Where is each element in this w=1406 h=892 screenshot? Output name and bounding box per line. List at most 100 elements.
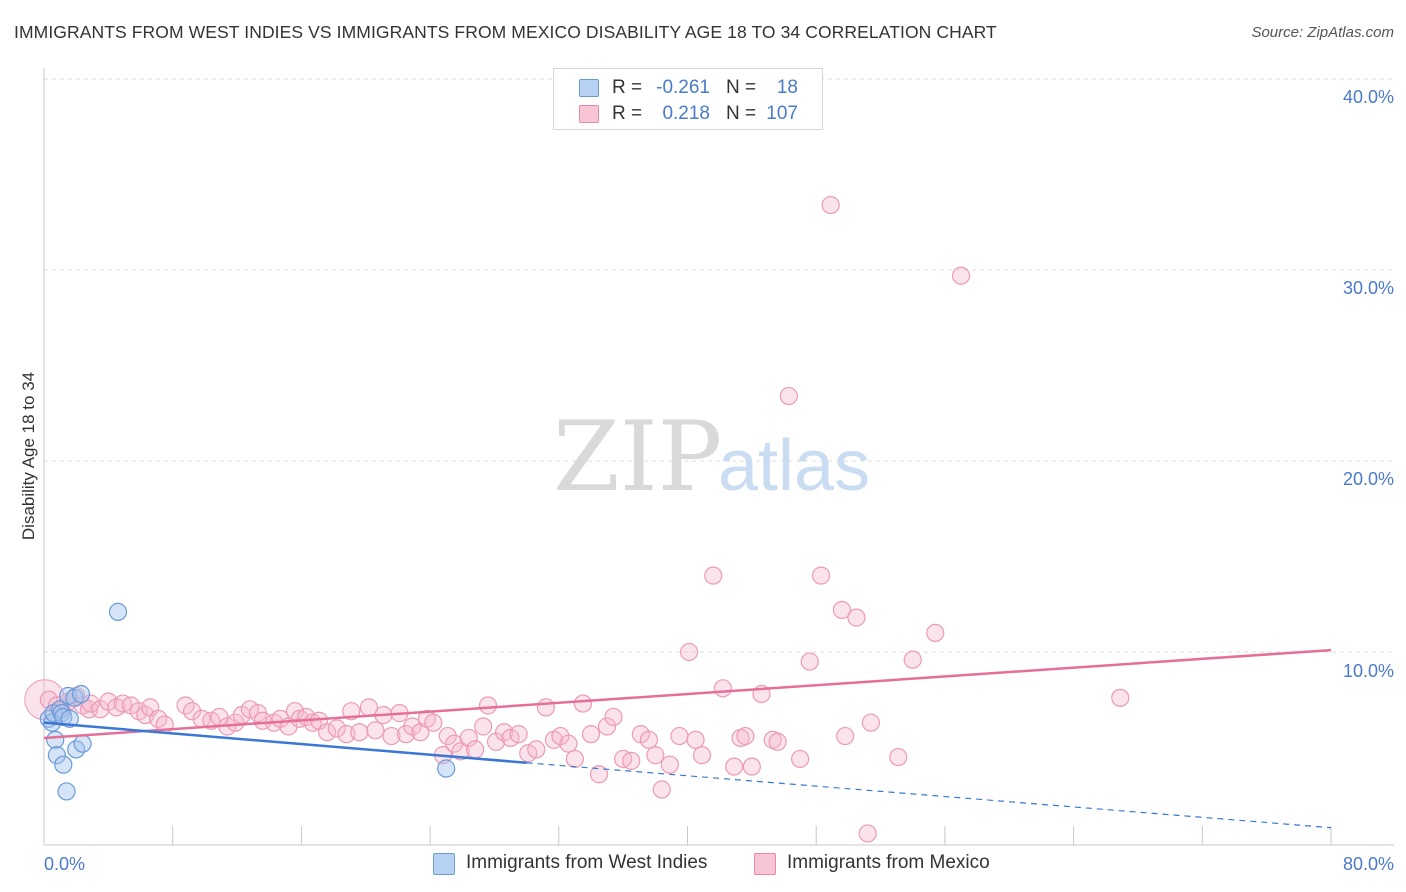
x-tick-label-min: 0.0% xyxy=(44,854,85,874)
data-point-mexico xyxy=(327,719,346,738)
stats-swatch-west-indies xyxy=(579,79,599,97)
data-point-west-indies xyxy=(108,602,128,621)
data-point-mexico xyxy=(81,694,100,713)
data-point-mexico xyxy=(713,679,732,698)
grid-lines xyxy=(44,78,1394,653)
data-point-mexico xyxy=(646,746,665,765)
data-point-mexico xyxy=(182,702,202,721)
data-point-mexico xyxy=(438,726,457,746)
legend-label-west-indies: Immigrants from West Indies xyxy=(466,852,708,873)
watermark: ZIP atlas xyxy=(553,401,870,513)
trend-line-west-indies-extension xyxy=(526,762,1332,829)
data-point-mexico xyxy=(639,730,658,749)
data-point-mexico xyxy=(24,679,66,721)
data-point-mexico xyxy=(597,717,617,736)
data-point-mexico xyxy=(565,749,584,769)
data-point-mexico xyxy=(660,755,679,774)
data-point-mexico xyxy=(536,698,556,717)
data-point-mexico xyxy=(226,713,245,732)
stats-box: R = -0.261 N = 18 R = 0.218 N = 107 xyxy=(553,68,823,130)
data-point-mexico xyxy=(926,623,945,643)
data-point-mexico xyxy=(779,386,798,406)
data-point-mexico xyxy=(318,723,337,742)
data-point-mexico xyxy=(821,195,840,215)
data-point-mexico xyxy=(951,266,971,285)
data-point-mexico xyxy=(589,765,609,784)
data-point-mexico xyxy=(581,725,601,744)
data-point-mexico xyxy=(836,726,855,746)
legend: Immigrants from West Indies Immigrants f… xyxy=(0,850,1406,878)
data-point-mexico xyxy=(366,721,385,740)
stats-n-label: N = xyxy=(726,103,757,124)
data-point-mexico xyxy=(847,608,866,627)
data-point-west-indies xyxy=(47,746,66,765)
data-point-mexico xyxy=(861,713,880,732)
stats-swatch-mexico xyxy=(579,105,599,123)
data-point-mexico xyxy=(832,600,852,620)
data-point-mexico xyxy=(680,642,699,662)
trend-line-mexico xyxy=(43,648,1332,740)
legend-swatch-west-indies xyxy=(433,853,455,875)
data-point-mexico xyxy=(1111,688,1130,707)
data-point-mexico xyxy=(466,740,485,759)
data-point-mexico xyxy=(742,757,761,776)
data-point-mexico xyxy=(509,725,528,744)
data-point-mexico xyxy=(350,723,369,742)
data-point-mexico xyxy=(622,751,641,770)
y-tick-label: 20.0% xyxy=(1343,469,1394,489)
watermark-zip: ZIP xyxy=(553,401,722,513)
data-point-mexico xyxy=(670,726,689,746)
axes xyxy=(43,68,1394,846)
trend-line-west-indies xyxy=(43,721,527,765)
legend-swatch-mexico xyxy=(754,853,776,875)
data-point-west-indies xyxy=(437,759,456,778)
data-point-mexico xyxy=(903,650,922,669)
data-point-mexico xyxy=(604,707,623,727)
data-point-mexico xyxy=(382,726,401,746)
stats-n-value: 107 xyxy=(766,103,798,124)
data-point-mexico xyxy=(573,694,593,713)
data-point-mexico xyxy=(474,717,493,736)
data-point-west-indies xyxy=(57,782,76,801)
data-point-west-indies xyxy=(54,755,73,774)
data-point-mexico xyxy=(559,734,578,753)
y-tick-label: 40.0% xyxy=(1343,87,1394,107)
data-point-mexico xyxy=(686,730,705,749)
stats-n-value: 18 xyxy=(776,77,798,98)
data-point-mexico xyxy=(478,696,498,715)
stats-r-label: R = xyxy=(612,103,643,124)
data-point-west-indies xyxy=(46,730,65,749)
data-point-mexico xyxy=(791,749,810,769)
x-tick-label-max: 80.0% xyxy=(1343,854,1394,874)
y-tick-label: 30.0% xyxy=(1343,278,1394,298)
watermark-atlas: atlas xyxy=(718,426,870,506)
stats-r-label: R = xyxy=(612,77,643,98)
stats-r-value: -0.261 xyxy=(656,77,710,98)
y-axis-title: Disability Age 18 to 34 xyxy=(19,372,38,540)
data-point-west-indies xyxy=(60,709,79,728)
stats-n-label: N = xyxy=(726,77,757,98)
data-point-mexico xyxy=(800,652,819,671)
data-point-west-indies xyxy=(71,684,91,704)
data-point-west-indies xyxy=(73,734,92,753)
data-point-mexico xyxy=(889,747,908,767)
data-point-mexico xyxy=(451,742,470,761)
data-point-mexico xyxy=(253,711,272,730)
data-point-mexico xyxy=(652,780,671,799)
tick-labels: 0.0% 80.0% 10.0% 20.0% 30.0% 40.0% xyxy=(44,87,1394,874)
data-point-mexico xyxy=(396,725,416,744)
stats-r-value: 0.218 xyxy=(662,103,710,124)
data-point-mexico xyxy=(527,740,546,759)
stats-row-mexico: R = 0.218 N = 107 xyxy=(554,103,822,127)
data-point-mexico xyxy=(768,732,787,751)
chart-source: Source: ZipAtlas.com xyxy=(1251,24,1394,41)
data-point-mexico xyxy=(704,566,723,585)
y-tick-label: 10.0% xyxy=(1343,661,1394,681)
data-points xyxy=(24,195,1130,843)
legend-label-mexico: Immigrants from Mexico xyxy=(787,852,990,873)
stats-row-west-indies: R = -0.261 N = 18 xyxy=(554,77,822,101)
data-point-mexico xyxy=(811,566,831,585)
data-point-mexico xyxy=(736,726,755,746)
data-point-mexico xyxy=(459,728,478,748)
